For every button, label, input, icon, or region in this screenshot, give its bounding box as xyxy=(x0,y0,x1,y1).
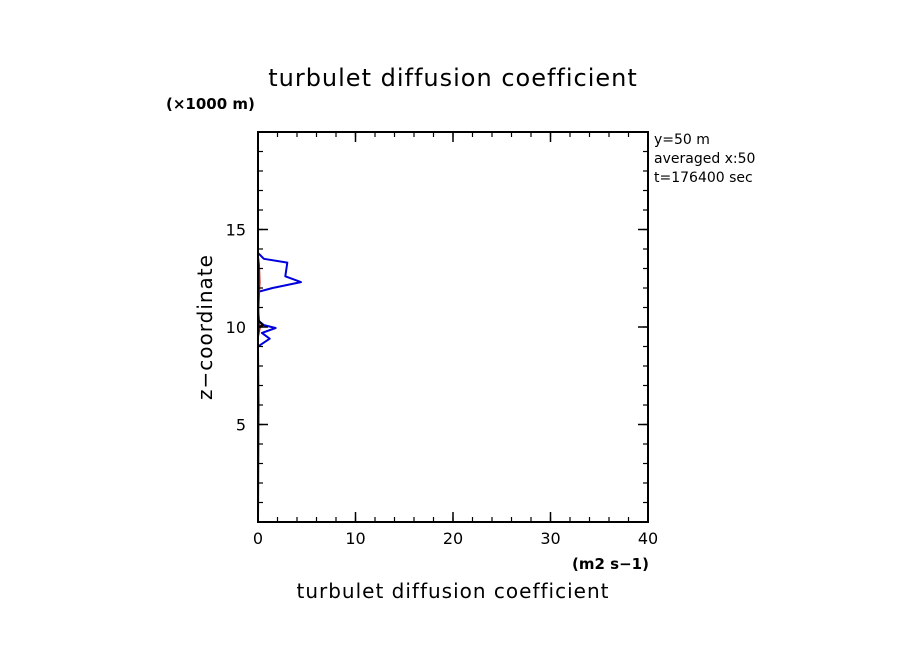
annotation-time: t=176400 sec xyxy=(654,170,753,186)
x-tick-label: 40 xyxy=(638,529,658,548)
y-tick-label: 10 xyxy=(226,318,246,337)
x-axis-unit: (m2 s−1) xyxy=(572,555,649,573)
axis-ticks: 0 10 20 30 40 5 10 15 xyxy=(226,131,658,548)
y-axis-unit: (×1000 m) xyxy=(166,95,255,113)
x-tick-label: 10 xyxy=(345,529,365,548)
y-tick-label: 15 xyxy=(226,221,246,240)
y-tick-label: 5 xyxy=(236,416,246,435)
annotation-averaged: averaged x:50 xyxy=(654,151,755,167)
x-tick-label: 20 xyxy=(443,529,463,548)
y-axis-label: z−coordinate xyxy=(193,254,217,400)
x-axis-label: turbulet diffusion coefficient xyxy=(297,579,610,603)
annotations: y=50 m averaged x:50 t=176400 sec xyxy=(654,132,755,186)
annotation-y-position: y=50 m xyxy=(654,132,710,148)
plot-frame xyxy=(257,131,649,523)
x-tick-label: 30 xyxy=(540,529,560,548)
x-tick-label: 0 xyxy=(253,529,263,548)
chart-title: turbulet diffusion coefficient xyxy=(268,64,638,92)
